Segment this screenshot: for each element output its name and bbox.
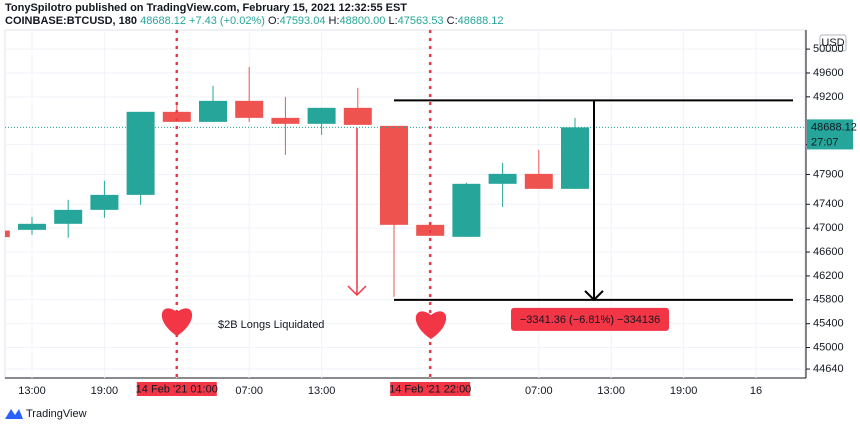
candle-body	[5, 230, 10, 238]
highlight-label-box	[390, 382, 471, 396]
candle-body	[90, 194, 119, 210]
brand: TradingView	[26, 408, 87, 420]
ohlc-value: 48800.00	[340, 15, 386, 27]
heart-icon	[161, 308, 193, 336]
header: COINBASE:BTCUSD, 180 48688.12 +7.43 (+0.…	[5, 15, 504, 27]
heart-icon	[415, 311, 447, 339]
x-tick-label: 14 Feb '21 01:00	[136, 383, 218, 395]
candle-body	[307, 107, 336, 124]
candle-body	[162, 111, 191, 122]
y-tick-label: 47000	[813, 222, 844, 234]
ohlc-label: L:	[388, 15, 397, 27]
header-price: 48688.12	[140, 15, 186, 27]
annotation: $2B Longs Liquidated	[218, 319, 324, 331]
candle-body	[524, 173, 553, 189]
ohlc-value: 47593.04	[280, 15, 326, 27]
highlight-label-box	[136, 382, 217, 396]
countdown: 27:07	[811, 136, 839, 148]
candle-body	[452, 183, 481, 237]
ohlc-value: 47563.53	[398, 15, 444, 27]
y-tick-label: 46200	[813, 270, 844, 282]
header-change: +7.43 (+0.02%)	[189, 15, 265, 27]
symbol: COINBASE:BTCUSD, 180	[5, 15, 137, 27]
x-tick-label: 19:00	[91, 385, 119, 397]
candle-body	[235, 100, 264, 118]
x-tick-label: 07:00	[525, 385, 553, 397]
y-tick-label: 45400	[813, 318, 844, 330]
ohlc-label: C:	[447, 15, 458, 27]
y-tick-label: 47400	[813, 198, 844, 210]
x-tick-label: 13:00	[308, 385, 336, 397]
ohlc-label: O:	[268, 15, 280, 27]
last-price-box	[807, 119, 853, 150]
y-tick-label: 46600	[813, 246, 844, 258]
candle-body	[271, 117, 300, 124]
ohlc-value: 48688.12	[458, 15, 504, 27]
y-tick-label: 44640	[813, 363, 844, 375]
candle-body	[126, 111, 155, 195]
candle-body	[488, 173, 517, 184]
ohlc-label: H:	[329, 15, 340, 27]
x-tick-label: 07:00	[235, 385, 263, 397]
y-tick-label: 50000	[813, 43, 844, 55]
measure-box	[511, 307, 669, 331]
measure-label: −3341.36 (−6.81%) −334136	[520, 314, 660, 326]
publisher-line: TonySpilotro published on TradingView.co…	[5, 2, 407, 14]
candle-body	[18, 223, 46, 230]
x-tick-label: 13:00	[18, 385, 46, 397]
y-tick-label: 45000	[813, 341, 844, 353]
header-line: COINBASE:BTCUSD, 180 48688.12 +7.43 (+0.…	[5, 15, 504, 27]
y-tick-label: 49200	[813, 91, 844, 103]
red-arrow	[347, 128, 367, 297]
measure-arrowhead	[584, 290, 604, 302]
y-tick-label: 49600	[813, 67, 844, 79]
candle-body	[199, 100, 227, 122]
x-tick-label: 14 Feb '21 22:00	[389, 383, 471, 395]
currency-box	[819, 34, 847, 52]
candle-body	[54, 209, 83, 224]
candle-body	[343, 107, 372, 125]
x-tick-label: 13:00	[597, 385, 625, 397]
x-tick-label: 19:00	[670, 385, 698, 397]
currency: USD	[821, 37, 844, 49]
x-tick-label: 16	[750, 385, 762, 397]
brand-logo	[5, 409, 23, 419]
candle-body	[380, 125, 408, 225]
last-price-label: 48688.12	[811, 121, 857, 133]
candle-body	[561, 127, 589, 189]
y-tick-label: 45800	[813, 294, 844, 306]
y-tick-label: 47900	[813, 168, 844, 180]
